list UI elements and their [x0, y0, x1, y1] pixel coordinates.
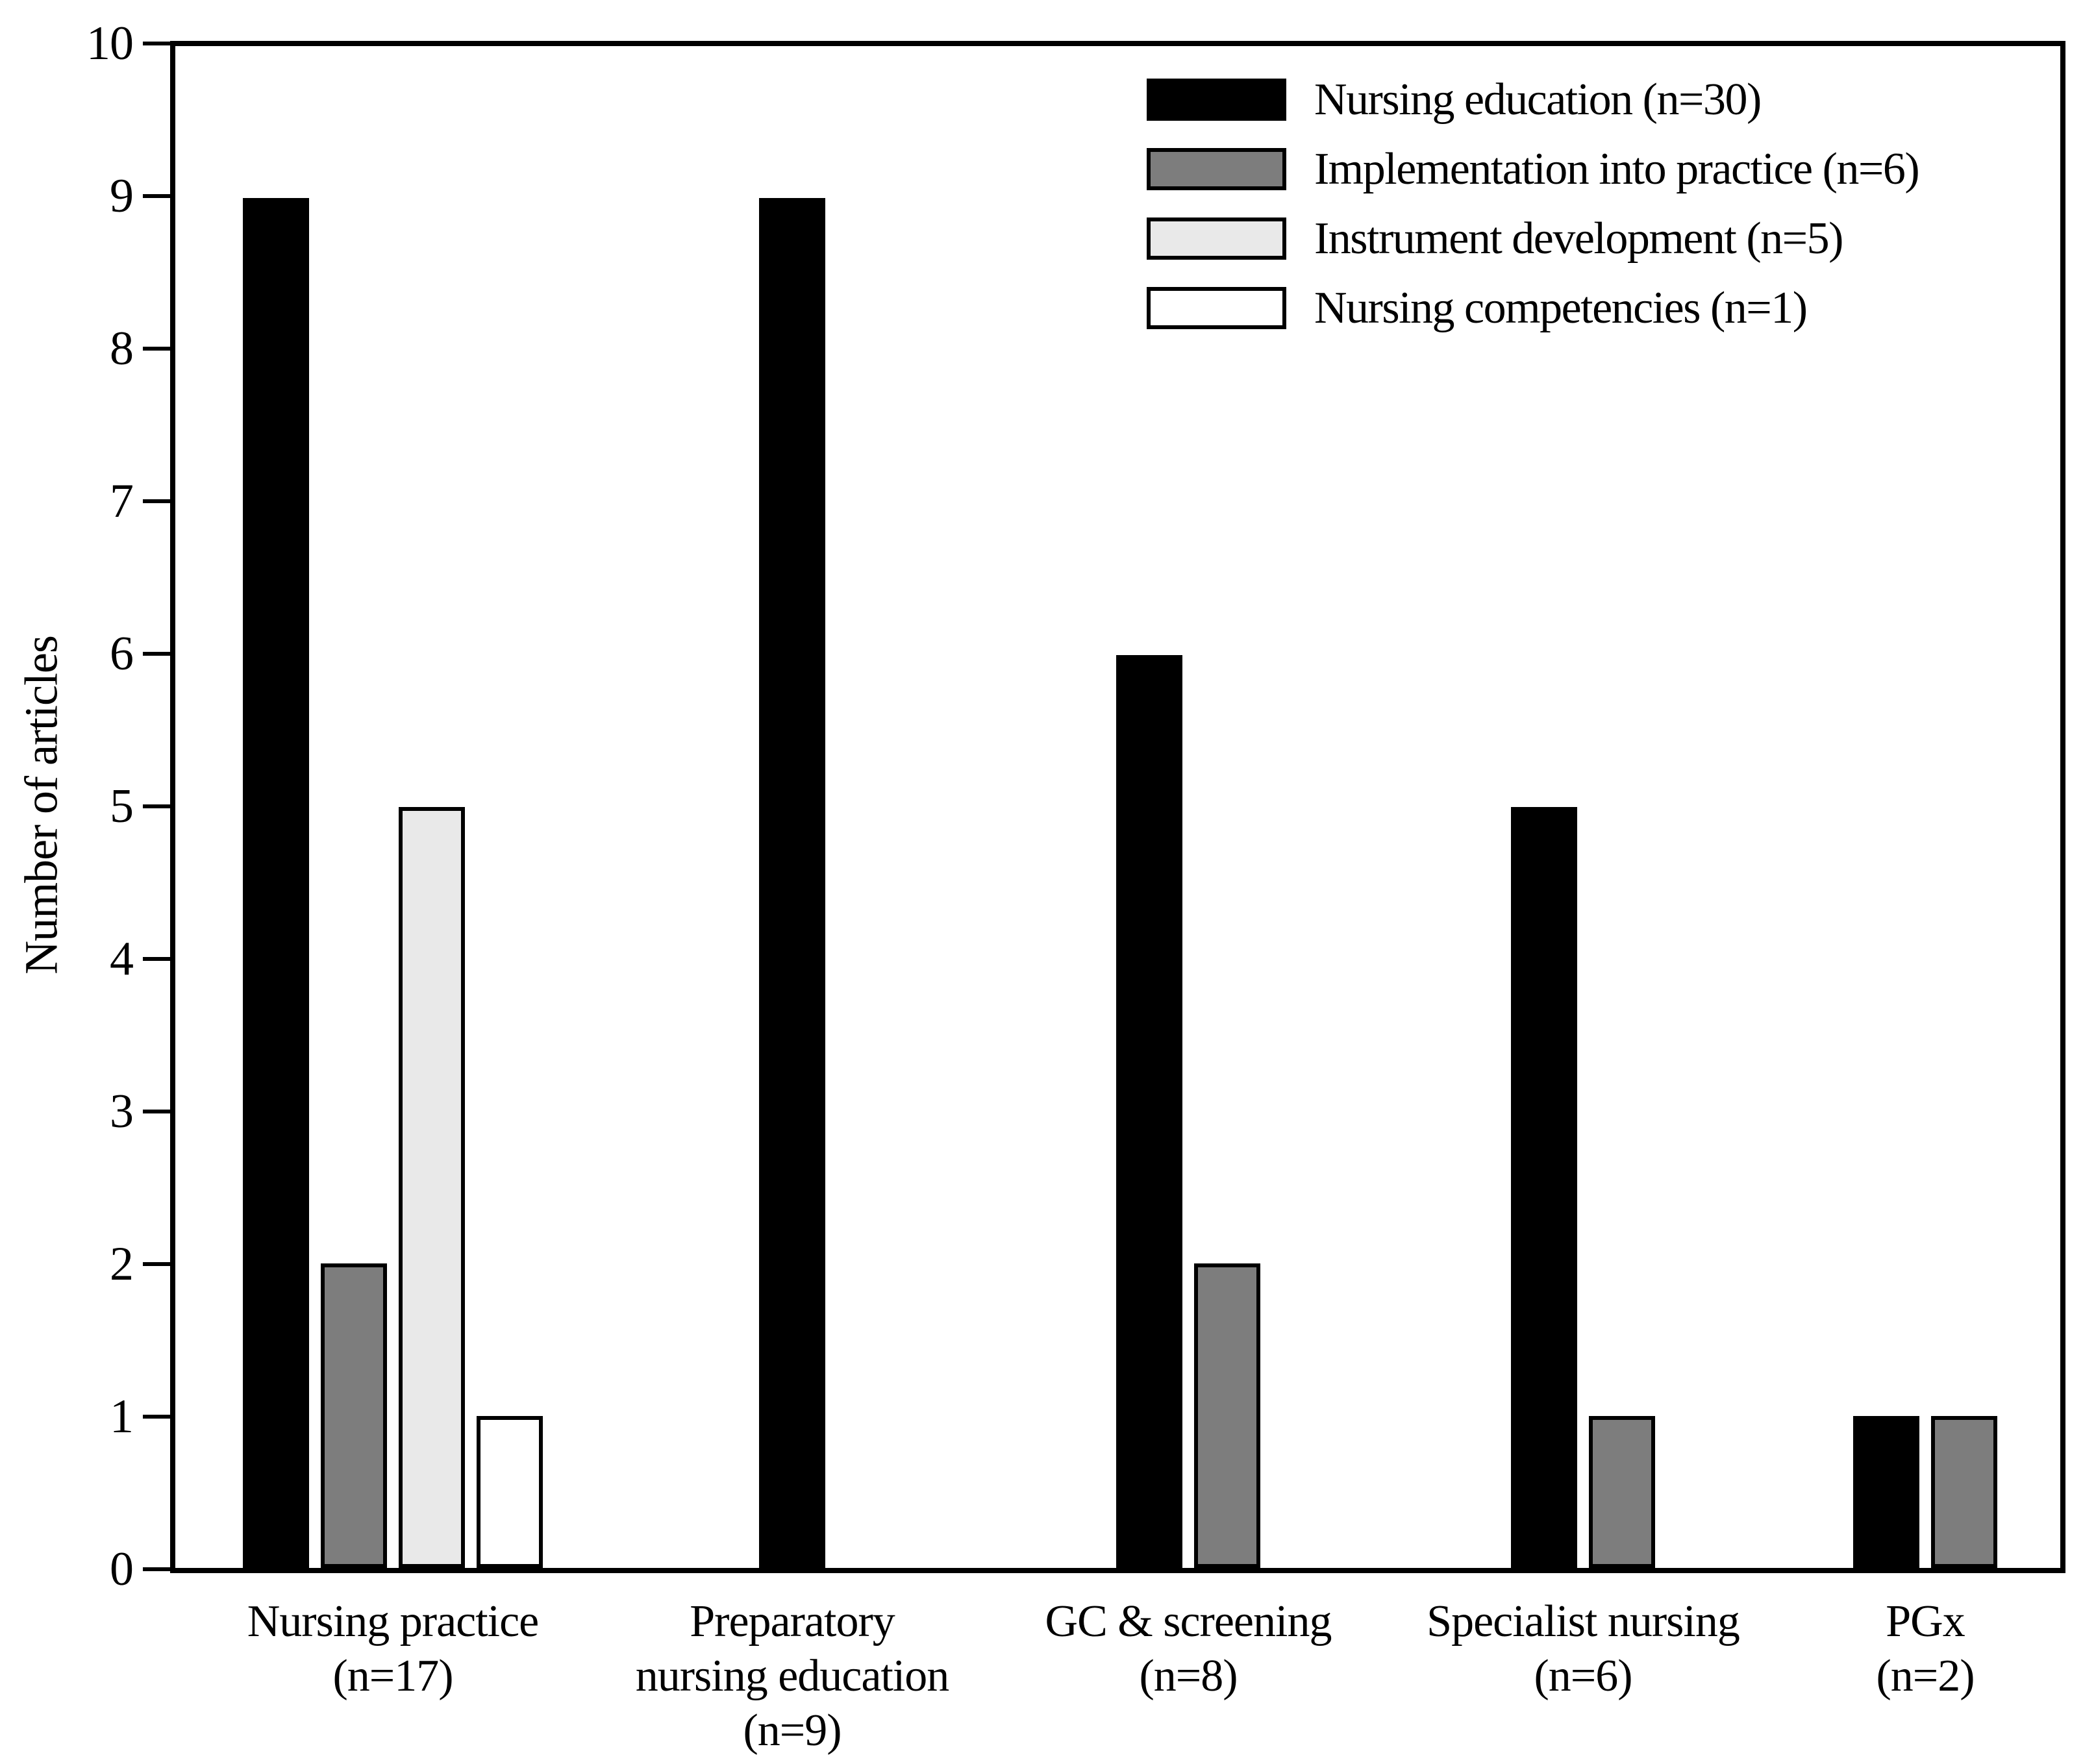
- x-category-label-line: PGx: [1886, 1596, 1965, 1646]
- legend-label: Implementation into practice (n=6): [1314, 144, 1920, 194]
- bar: [477, 1416, 543, 1568]
- x-category-label: PGx (n=2): [1627, 1595, 2083, 1704]
- bar: [243, 198, 309, 1568]
- y-tick-label: 8: [110, 322, 134, 375]
- y-tick-label: 9: [110, 169, 134, 223]
- y-tick-mark: [143, 1110, 170, 1113]
- legend-label: Nursing competencies (n=1): [1314, 283, 1808, 333]
- y-tick-label: 2: [110, 1237, 134, 1291]
- x-category-label: GC & screening (n=8): [890, 1595, 1487, 1704]
- y-tick-label: 3: [110, 1085, 134, 1138]
- x-category-label: Preparatory nursing education (n=9): [493, 1595, 1091, 1758]
- x-category-label-line: nursing education: [635, 1651, 950, 1701]
- x-category-label-line: (n=2): [1876, 1651, 1975, 1701]
- x-category-label-line: Preparatory: [690, 1596, 895, 1646]
- bar: [1931, 1416, 1997, 1568]
- bar: [399, 807, 465, 1568]
- x-category-label-line: Specialist nursing: [1427, 1596, 1740, 1646]
- y-tick-label: 6: [110, 627, 134, 680]
- bar: [1116, 655, 1182, 1568]
- bar: [1853, 1416, 1919, 1568]
- bar: [1511, 807, 1577, 1568]
- y-tick-mark: [143, 1262, 170, 1266]
- y-tick-label: 10: [86, 17, 134, 70]
- y-tick-label: 4: [110, 932, 134, 986]
- y-tick-mark: [143, 499, 170, 503]
- bar: [1589, 1416, 1655, 1568]
- y-tick-mark: [143, 1567, 170, 1571]
- x-category-label-line: Nursing practice: [247, 1596, 540, 1646]
- x-category-label-line: GC & screening: [1045, 1596, 1332, 1646]
- y-tick-mark: [143, 194, 170, 198]
- y-tick-label: 7: [110, 475, 134, 528]
- y-tick-label: 5: [110, 780, 134, 833]
- bar: [1194, 1263, 1260, 1568]
- y-tick-mark: [143, 347, 170, 351]
- legend-label: Nursing education (n=30): [1314, 75, 1762, 125]
- legend-swatch: [1147, 148, 1286, 190]
- x-category-label-line: (n=8): [1139, 1651, 1238, 1701]
- legend-swatch: [1147, 217, 1286, 260]
- y-tick-mark: [143, 42, 170, 45]
- x-category-label: Specialist nursing (n=6): [1284, 1595, 1882, 1704]
- y-tick-label: 0: [110, 1543, 134, 1596]
- x-category-label-line: (n=17): [332, 1651, 453, 1701]
- x-category-label-line: (n=9): [743, 1706, 842, 1756]
- legend-swatch: [1147, 79, 1286, 121]
- y-tick-mark: [143, 652, 170, 656]
- y-tick-mark: [143, 957, 170, 961]
- x-category-label: Nursing practice (n=17): [94, 1595, 692, 1704]
- legend-swatch: [1147, 287, 1286, 329]
- legend-label: Instrument development (n=5): [1314, 214, 1843, 264]
- y-tick-mark: [143, 1415, 170, 1419]
- y-tick-mark: [143, 804, 170, 808]
- bar: [759, 198, 825, 1568]
- y-tick-label: 1: [110, 1390, 134, 1443]
- bar: [321, 1263, 387, 1568]
- plot-area: [170, 41, 2065, 1573]
- x-category-label-line: (n=6): [1534, 1651, 1632, 1701]
